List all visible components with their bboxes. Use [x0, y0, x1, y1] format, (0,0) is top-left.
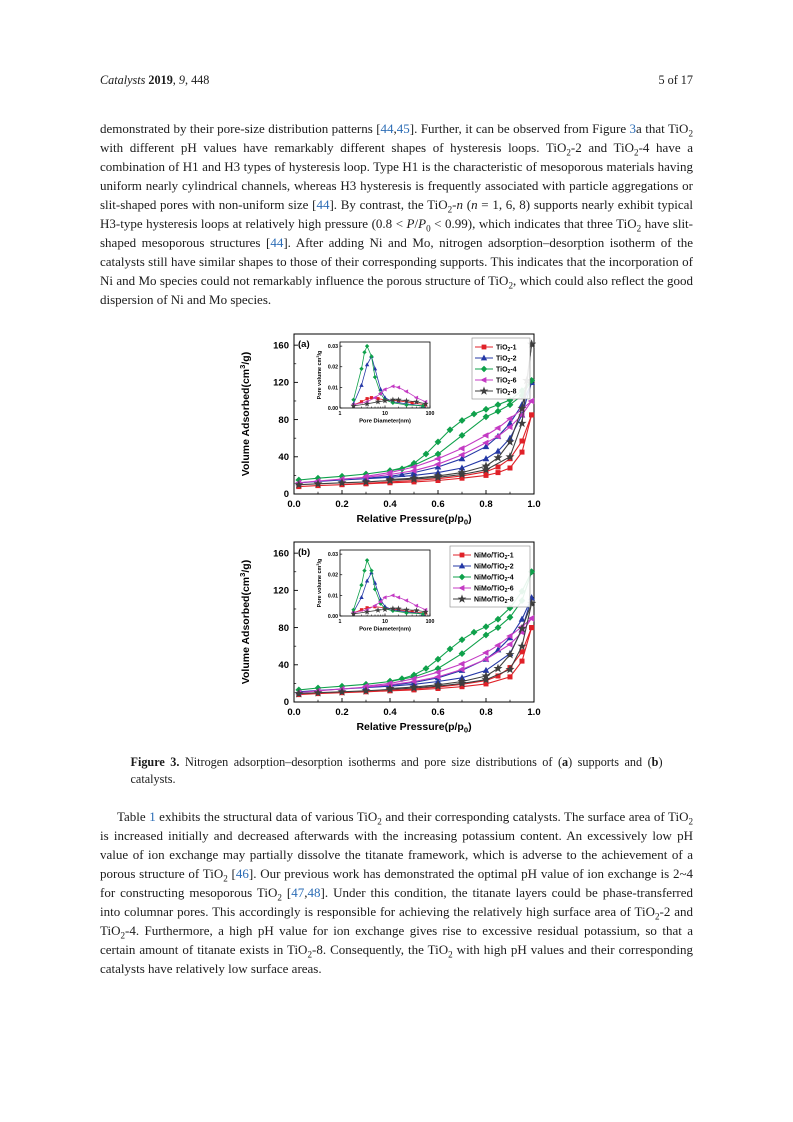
- svg-text:160: 160: [273, 548, 289, 559]
- svg-text:1.0: 1.0: [527, 499, 540, 510]
- svg-text:0.0: 0.0: [287, 707, 300, 718]
- svg-text:0.01: 0.01: [327, 593, 337, 599]
- svg-text:NiMo/TiO2-8: NiMo/TiO2-8: [474, 596, 514, 605]
- svg-text:NiMo/TiO2-4: NiMo/TiO2-4: [474, 574, 514, 583]
- figure3-caption: Figure 3. Nitrogen adsorption–desorption…: [130, 754, 663, 786]
- legend-entry: TiO2-2: [474, 354, 517, 364]
- chart-legend: NiMo/TiO2-1 NiMo/TiO2-2 NiMo/TiO2-4 NiMo/Ti…: [449, 545, 530, 607]
- svg-text:0.4: 0.4: [383, 499, 397, 510]
- svg-text:80: 80: [278, 414, 289, 425]
- citation-link[interactable]: 44: [270, 234, 284, 250]
- svg-text:0.03: 0.03: [327, 344, 337, 350]
- svg-text:Pore Diameter(nm): Pore Diameter(nm): [359, 418, 411, 424]
- svg-text:1: 1: [338, 619, 341, 625]
- svg-text:10: 10: [382, 411, 388, 417]
- isotherm-chart-a: 0.0 0.2 0.4 0.6 0.8 1.0 0 40 80 120 160 Relative Pr…: [238, 333, 540, 526]
- citation-link[interactable]: 46: [235, 866, 249, 882]
- svg-text:0.01: 0.01: [327, 385, 337, 391]
- svg-text:0.4: 0.4: [383, 707, 397, 718]
- table-ref-link[interactable]: 1: [149, 809, 156, 825]
- svg-text:Volume Adsorbed(cm3/g): Volume Adsorbed(cm3/g): [238, 559, 252, 683]
- svg-text:Pore volume cm3/g: Pore volume cm3/g: [314, 350, 322, 399]
- legend-entry: NiMo/TiO2-4: [452, 573, 514, 583]
- citation-link[interactable]: 48: [307, 885, 321, 901]
- isotherm-chart-b: 0.0 0.2 0.4 0.6 0.8 1.0 0 40 80 120 160 Relative Pr…: [238, 541, 540, 734]
- figure-ref-link[interactable]: 3: [629, 120, 637, 136]
- pore-size-inset: 0.00 0.01 0.02 0.03 1 10 100 Pore volume cm3/g P…: [314, 549, 434, 632]
- svg-text:80: 80: [278, 622, 289, 633]
- svg-text:0.02: 0.02: [327, 572, 337, 578]
- figure3-panel-a: 0.0 0.2 0.4 0.6 0.8 1.0 0 40 80 120 160 Relative Pr…: [100, 324, 693, 530]
- citation-link[interactable]: 45: [396, 120, 410, 136]
- citation-link[interactable]: 44: [316, 196, 330, 212]
- svg-text:0.6: 0.6: [431, 499, 444, 510]
- chart-legend: TiO2-1 TiO2-2 TiO2-4 TiO2-6 TiO2-8: [471, 337, 530, 399]
- svg-text:0.00: 0.00: [327, 613, 337, 619]
- citation-link[interactable]: 44: [380, 120, 394, 136]
- panel-label: (a): [298, 339, 310, 350]
- pore-size-inset: 0.00 0.01 0.02 0.03 1 10 100 Pore volume cm3/g P…: [314, 341, 434, 424]
- figure3-panel-b: 0.0 0.2 0.4 0.6 0.8 1.0 0 40 80 120 160 Relative Pr…: [100, 532, 693, 738]
- svg-text:Volume Adsorbed(cm3/g): Volume Adsorbed(cm3/g): [238, 351, 252, 475]
- svg-text:TiO2-1: TiO2-1: [496, 344, 517, 353]
- body-paragraph-1: demonstrated by their pore-size distribu…: [100, 120, 693, 307]
- svg-text:0: 0: [283, 697, 288, 708]
- svg-text:Relative Pressure(p/p0): Relative Pressure(p/p0): [356, 721, 471, 734]
- svg-text:0.2: 0.2: [335, 707, 348, 718]
- legend-entry: NiMo/TiO2-1: [452, 552, 514, 561]
- legend-entry: TiO2-6: [474, 376, 517, 386]
- svg-text:Pore volume cm3/g: Pore volume cm3/g: [314, 558, 322, 607]
- svg-text:0.6: 0.6: [431, 707, 444, 718]
- svg-text:1: 1: [338, 411, 341, 417]
- legend-entry: TiO2-1: [474, 344, 517, 353]
- legend-entry: TiO2-8: [474, 385, 517, 397]
- svg-text:0.03: 0.03: [327, 552, 337, 558]
- svg-text:120: 120: [273, 377, 289, 388]
- svg-text:0: 0: [283, 489, 288, 500]
- svg-text:NiMo/TiO2-1: NiMo/TiO2-1: [474, 552, 514, 561]
- svg-text:1.0: 1.0: [527, 707, 540, 718]
- svg-text:0.02: 0.02: [327, 364, 337, 370]
- body-paragraph-2: Table 1 exhibits the structural data of …: [100, 809, 694, 976]
- page-number: 5 of 17: [658, 73, 693, 87]
- svg-text:Relative Pressure(p/p0): Relative Pressure(p/p0): [356, 513, 471, 526]
- svg-text:NiMo/TiO2-6: NiMo/TiO2-6: [474, 585, 514, 594]
- legend-entry: NiMo/TiO2-2: [452, 562, 514, 572]
- legend-entry: TiO2-4: [474, 365, 517, 375]
- svg-text:0.00: 0.00: [327, 405, 337, 411]
- svg-text:100: 100: [425, 619, 434, 625]
- svg-text:TiO2-6: TiO2-6: [496, 377, 517, 386]
- svg-text:0.8: 0.8: [479, 707, 492, 718]
- svg-text:10: 10: [382, 619, 388, 625]
- svg-text:TiO2-4: TiO2-4: [496, 366, 517, 375]
- svg-text:TiO2-8: TiO2-8: [496, 388, 517, 397]
- svg-text:Pore Diameter(nm): Pore Diameter(nm): [359, 626, 411, 632]
- svg-text:40: 40: [278, 451, 289, 462]
- svg-text:0.8: 0.8: [479, 499, 492, 510]
- figure-3: 0.0 0.2 0.4 0.6 0.8 1.0 0 40 80 120 160 Relative Pr…: [100, 324, 693, 789]
- svg-text:120: 120: [273, 585, 289, 596]
- journal-citation: Catalysts 2019, 9, 448: [100, 73, 210, 87]
- svg-text:0.0: 0.0: [287, 499, 300, 510]
- legend-entry: NiMo/TiO2-8: [452, 593, 514, 605]
- panel-label: (b): [298, 547, 310, 558]
- svg-text:NiMo/TiO2-2: NiMo/TiO2-2: [474, 563, 514, 572]
- svg-text:TiO2-2: TiO2-2: [496, 355, 517, 364]
- svg-text:160: 160: [273, 340, 289, 351]
- svg-text:100: 100: [425, 411, 434, 417]
- legend-entry: NiMo/TiO2-6: [452, 584, 514, 594]
- svg-text:0.2: 0.2: [335, 499, 348, 510]
- citation-link[interactable]: 47: [291, 885, 305, 901]
- svg-text:40: 40: [278, 659, 289, 670]
- page-header: Catalysts 2019, 9, 448 5 of 17: [100, 72, 693, 90]
